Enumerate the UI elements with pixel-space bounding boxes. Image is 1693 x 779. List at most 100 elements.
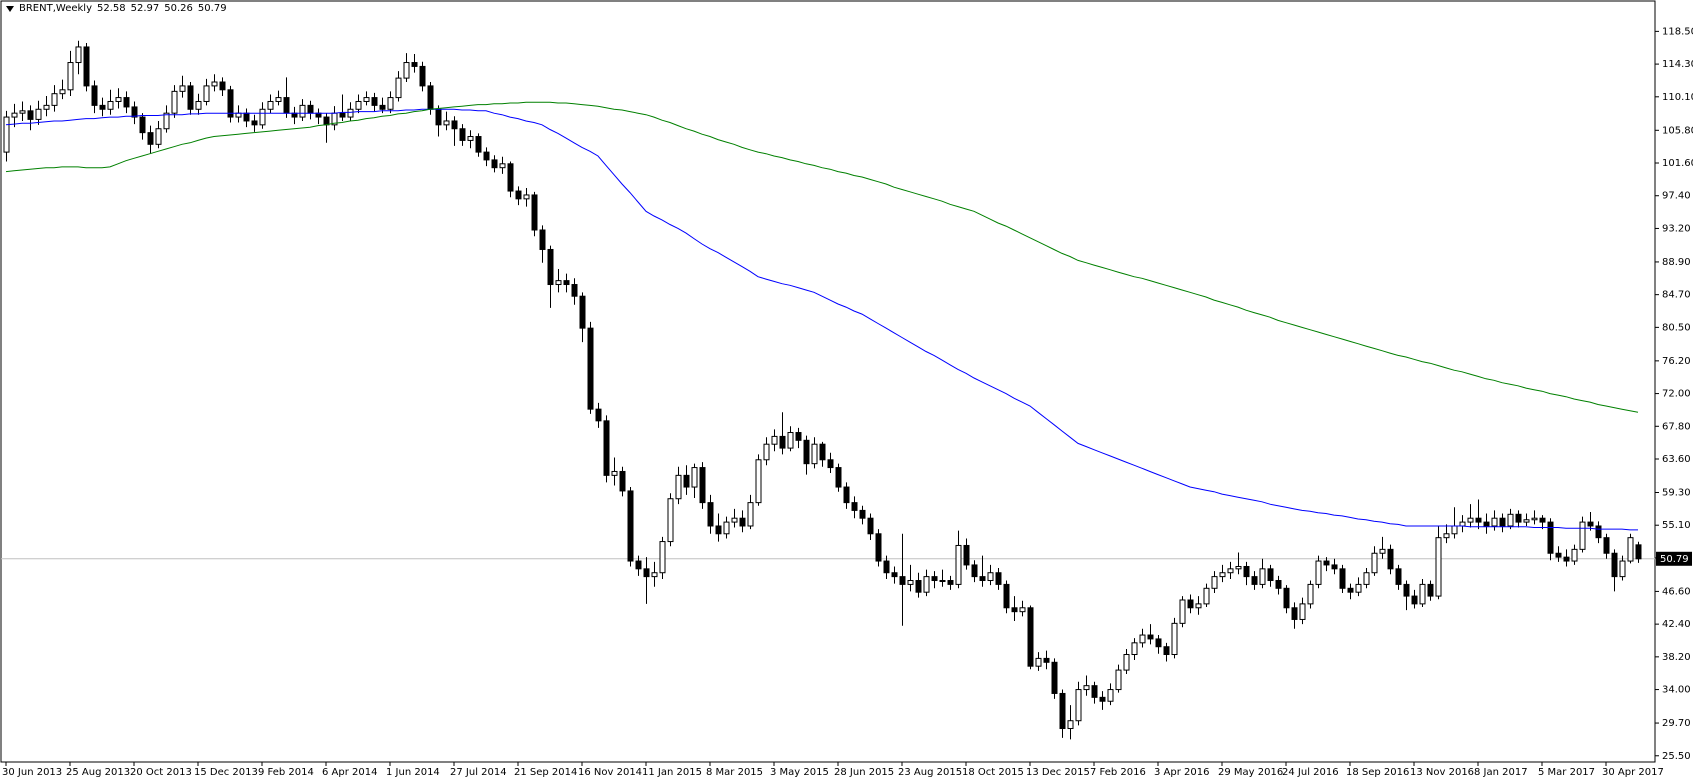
candle-body — [11, 112, 18, 118]
candle-body — [659, 541, 666, 574]
candle-body — [1059, 692, 1066, 730]
candle-body — [819, 443, 826, 461]
candle-body — [643, 568, 650, 578]
x-tick-label: 9 Feb 2014 — [258, 767, 314, 778]
candle-body — [187, 85, 194, 110]
candle-body — [251, 120, 258, 126]
y-tick-label: 101.60 — [1662, 158, 1693, 169]
candle-body — [395, 77, 402, 99]
candle-body — [1067, 720, 1074, 730]
candle-body — [283, 97, 290, 114]
y-tick-label: 114.30 — [1662, 59, 1693, 70]
close-value: 50.79 — [197, 3, 227, 14]
candle-body — [971, 564, 978, 578]
y-tick-label: 93.20 — [1662, 223, 1691, 234]
y-tick-label: 88.90 — [1662, 257, 1691, 268]
candle-body — [1147, 634, 1154, 640]
candle-body — [1035, 657, 1042, 667]
candle-body — [635, 560, 642, 570]
moving-average-line — [5, 101, 1639, 413]
candle-body — [1323, 560, 1330, 566]
candle-body — [1251, 576, 1258, 585]
x-tick-label: 3 May 2015 — [770, 767, 829, 778]
candle-body — [1219, 572, 1226, 578]
x-tick-label: 16 Nov 2014 — [578, 767, 642, 778]
x-tick-label: 3 Apr 2016 — [1154, 767, 1209, 778]
last-price-label: 50.79 — [1660, 554, 1689, 565]
candle-body — [467, 136, 474, 141]
candle-body — [1403, 583, 1410, 597]
candle-body — [667, 498, 674, 543]
candle-body — [859, 509, 866, 519]
candle-body — [1571, 548, 1578, 562]
candle-body — [523, 194, 530, 200]
candle-body — [1291, 607, 1298, 620]
candle-body — [651, 572, 658, 578]
candle-body — [1211, 576, 1218, 589]
y-tick-label: 25.50 — [1662, 751, 1691, 762]
y-tick-label: 29.70 — [1662, 718, 1691, 729]
candle-body — [1411, 595, 1418, 605]
candle-body — [1467, 517, 1474, 523]
candle-body — [1371, 552, 1378, 574]
candle-body — [459, 128, 466, 141]
y-tick-label: 80.50 — [1662, 322, 1691, 333]
x-tick-label: 18 Oct 2015 — [962, 767, 1024, 778]
candle-body — [411, 62, 418, 67]
candle-body — [803, 439, 810, 465]
candle-body — [587, 327, 594, 410]
candle-body — [1155, 638, 1162, 648]
candle-body — [1603, 537, 1610, 554]
candle-body — [475, 136, 482, 153]
x-tick-label: 25 Aug 2013 — [66, 767, 130, 778]
candle-body — [1235, 565, 1242, 570]
candle-body — [307, 104, 314, 114]
candle-body — [379, 104, 386, 110]
candle-body — [203, 85, 210, 102]
candle-body — [1115, 669, 1122, 691]
candle-body — [1523, 519, 1530, 523]
candle-body — [763, 443, 770, 461]
y-tick-label: 118.50 — [1662, 26, 1693, 37]
candle-body — [1275, 580, 1282, 589]
candle-body — [299, 104, 306, 118]
candle-body — [171, 90, 178, 114]
candle-body — [747, 502, 754, 527]
candle-body — [595, 408, 602, 422]
y-tick-label: 59.30 — [1662, 487, 1691, 498]
candle-body — [99, 104, 106, 110]
candle-body — [1579, 521, 1586, 550]
high-value: 52.97 — [130, 3, 160, 14]
candle-body — [1171, 622, 1178, 656]
candle-body — [315, 112, 322, 118]
candle-body — [491, 159, 498, 169]
candle-body — [1163, 646, 1170, 656]
candle-body — [51, 93, 58, 106]
candle-body — [3, 116, 10, 153]
candle-body — [1443, 533, 1450, 539]
candle-body — [291, 112, 298, 118]
open-value: 52.58 — [97, 3, 126, 14]
candle-body — [715, 525, 722, 535]
candle-body — [1283, 587, 1290, 609]
candle-body — [419, 65, 426, 87]
candle-body — [1331, 564, 1338, 570]
candle-body — [1083, 685, 1090, 691]
candle-body — [1635, 544, 1642, 560]
candle-body — [363, 97, 370, 102]
candles — [3, 40, 1642, 740]
candle-body — [1539, 517, 1546, 523]
candle-body — [267, 100, 274, 110]
candle-body — [515, 190, 522, 200]
x-tick-label: 30 Apr 2017 — [1602, 767, 1664, 778]
candle-body — [787, 432, 794, 449]
x-tick-label: 28 Jun 2015 — [834, 767, 894, 778]
candle-body — [507, 163, 514, 192]
candle-body — [1587, 521, 1594, 527]
candle-body — [835, 467, 842, 488]
candle-body — [963, 544, 970, 566]
candle-body — [211, 81, 218, 87]
candle-body — [27, 110, 34, 120]
